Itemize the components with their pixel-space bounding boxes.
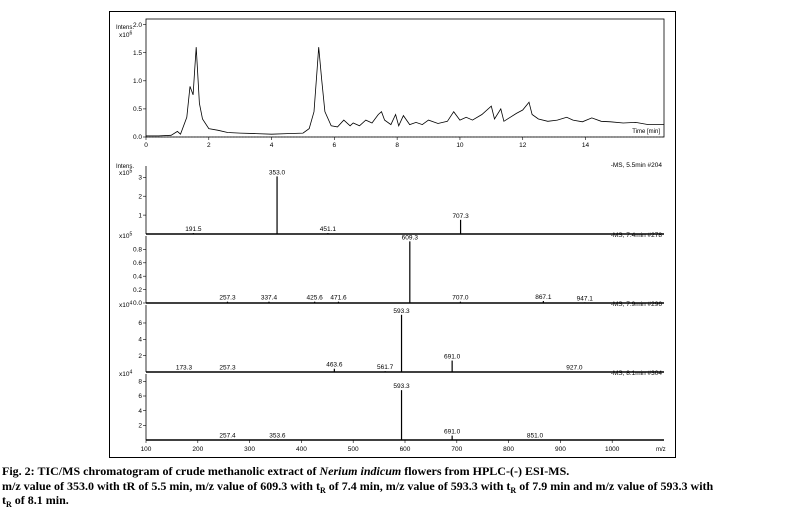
ms1-y-tick-label: 2 — [138, 193, 142, 200]
ms4-y-tick-label: 6 — [138, 393, 142, 400]
ms3-peak-label: 927.0 — [566, 365, 583, 372]
ms2-scan-info: -MS, 7.4min #278 — [611, 232, 663, 239]
ms4-x-tick-label: 600 — [400, 446, 411, 453]
ms1-peak-label: 707.3 — [452, 213, 469, 220]
ms1-y-label: Intens. — [116, 164, 134, 170]
ms4-x-tick-label: 200 — [192, 446, 203, 453]
ms1-scan-info: -MS, 5.5min #204 — [611, 162, 663, 169]
ms4-y-tick-label: 2 — [138, 423, 142, 430]
tic-x-tick-label: 2 — [207, 142, 211, 149]
tic-y-tick-label: 0.5 — [133, 106, 142, 113]
caption-fig-label: Fig. 2: — [2, 464, 35, 478]
tic-plot-frame — [145, 18, 665, 138]
caption-line-2: m/z value of 353.0 with tR of 5.5 min, m… — [2, 478, 792, 495]
ms4-y-exponent: x104 — [119, 370, 132, 379]
ms3-peak-label: 463.6 — [326, 362, 343, 369]
tic-x-tick-label: 0 — [144, 142, 148, 149]
tic-y-exponent: x106 — [119, 31, 132, 40]
ms2-peak-label: 257.3 — [219, 295, 236, 302]
ms3-peak-label: 593.3 — [393, 308, 410, 315]
ms3-peak-label: 561.7 — [377, 364, 394, 371]
ms2-y-tick-label: 0.2 — [133, 287, 142, 294]
tic-x-tick-label: 8 — [395, 142, 399, 149]
ms4-x-tick-label: 100 — [141, 446, 152, 453]
ms1-y-exponent: x105 — [119, 169, 132, 178]
caption-text-3b: of 8.1 min. — [11, 493, 69, 507]
caption-sub: R — [319, 485, 326, 495]
ms3-peak-label: 691.0 — [444, 354, 461, 361]
tic-y-tick-label: 2.0 — [133, 22, 142, 29]
tic-y-tick-label: 1.5 — [133, 50, 142, 57]
ms2-peak-label: 947.1 — [577, 295, 594, 302]
ms3-y-tick-label: 4 — [138, 337, 142, 344]
ms4-x-tick-label: 1000 — [605, 446, 620, 453]
tic-x-tick-label: 12 — [519, 142, 527, 149]
ms2-y-tick-label: 0.0 — [133, 300, 142, 307]
ms2-peak-label: 471.6 — [330, 295, 347, 302]
caption-text-1: TIC/MS chromatogram of crude methanolic … — [34, 464, 320, 478]
ms1-y-tick-label: 1 — [138, 212, 142, 219]
ms4-peak-label: 593.3 — [393, 383, 410, 390]
tic-y-tick-label: 1.0 — [133, 78, 142, 85]
ms2-peak-label: 609.3 — [402, 234, 419, 241]
ms3-peak-label: 257.3 — [219, 365, 236, 372]
ms4-x-label: m/z — [656, 447, 666, 453]
ms1-peak-label: 353.0 — [269, 169, 286, 176]
ms4-x-tick-label: 900 — [555, 446, 566, 453]
caption-text-3a: t — [2, 493, 6, 507]
ms2-peak-label: 337.4 — [261, 295, 278, 302]
tic-x-tick-label: 4 — [270, 142, 274, 149]
ms1-peak-label: 191.5 — [185, 226, 202, 233]
caption-text-2b: of 7.4 min, m/z value of 593.3 with t — [325, 478, 511, 493]
tic-x-tick-label: 14 — [582, 142, 590, 149]
ms2-y-tick-label: 0.4 — [133, 273, 142, 280]
ms2-peak-label: 867.1 — [535, 294, 552, 301]
caption-text-2a: m/z value of 353.0 with tR of 5.5 min, m… — [2, 478, 320, 493]
ms4-x-tick-label: 800 — [503, 446, 514, 453]
tic-x-tick-label: 10 — [456, 142, 464, 149]
ms4-peak-label: 353.6 — [269, 432, 286, 439]
tic-x-label: Time [min] — [632, 129, 660, 135]
caption-sub: R — [510, 485, 517, 495]
ms4-x-tick-label: 400 — [296, 446, 307, 453]
ms4-y-tick-label: 8 — [138, 379, 142, 386]
ms1-peak-label: 451.1 — [320, 226, 337, 233]
ms3-y-exponent: x104 — [119, 301, 132, 310]
ms4-x-tick-label: 500 — [348, 446, 359, 453]
ms4-peak-label: 257.4 — [219, 432, 236, 439]
caption-line-1: Fig. 2: TIC/MS chromatogram of crude met… — [2, 464, 792, 479]
tic-y-label: Intens. — [116, 25, 134, 31]
ms4-y-tick-label: 4 — [138, 408, 142, 415]
ms3-scan-info: -MS, 7.9min #296 — [611, 301, 663, 308]
tic-y-tick-label: 0.0 — [133, 134, 142, 141]
caption-text-2c: of 7.9 min and m/z value of 593.3 with — [516, 478, 714, 493]
figure-caption: Fig. 2: TIC/MS chromatogram of crude met… — [2, 464, 792, 509]
ms4-x-tick-label: 700 — [451, 446, 462, 453]
ms4-scan-info: -MS, 8.1min #304 — [611, 370, 663, 377]
ms4-peak-label: 691.0 — [444, 429, 461, 436]
caption-text-1b: flowers from HPLC-(-) ESI-MS. — [401, 464, 570, 478]
ms3-y-tick-label: 6 — [138, 320, 142, 327]
caption-sub: R — [6, 500, 12, 509]
ms3-peak-label: 173.3 — [176, 365, 193, 372]
ms1-y-tick-label: 3 — [138, 175, 142, 182]
ms3-y-tick-label: 2 — [138, 353, 142, 360]
tic-trace — [146, 47, 664, 137]
caption-line-3: tR of 8.1 min. — [2, 493, 792, 509]
figure-frame — [109, 11, 676, 458]
ms2-y-exponent: x105 — [119, 232, 132, 241]
ms4-x-tick-label: 300 — [244, 446, 255, 453]
ms2-peak-label: 707.0 — [452, 295, 469, 302]
ms2-peak-label: 425.6 — [307, 295, 324, 302]
ms4-peak-label: 851.0 — [527, 433, 544, 440]
ms2-y-tick-label: 0.8 — [133, 247, 142, 254]
caption-species: Nerium indicum — [319, 464, 402, 478]
ms2-y-tick-label: 0.6 — [133, 260, 142, 267]
tic-x-tick-label: 6 — [333, 142, 337, 149]
